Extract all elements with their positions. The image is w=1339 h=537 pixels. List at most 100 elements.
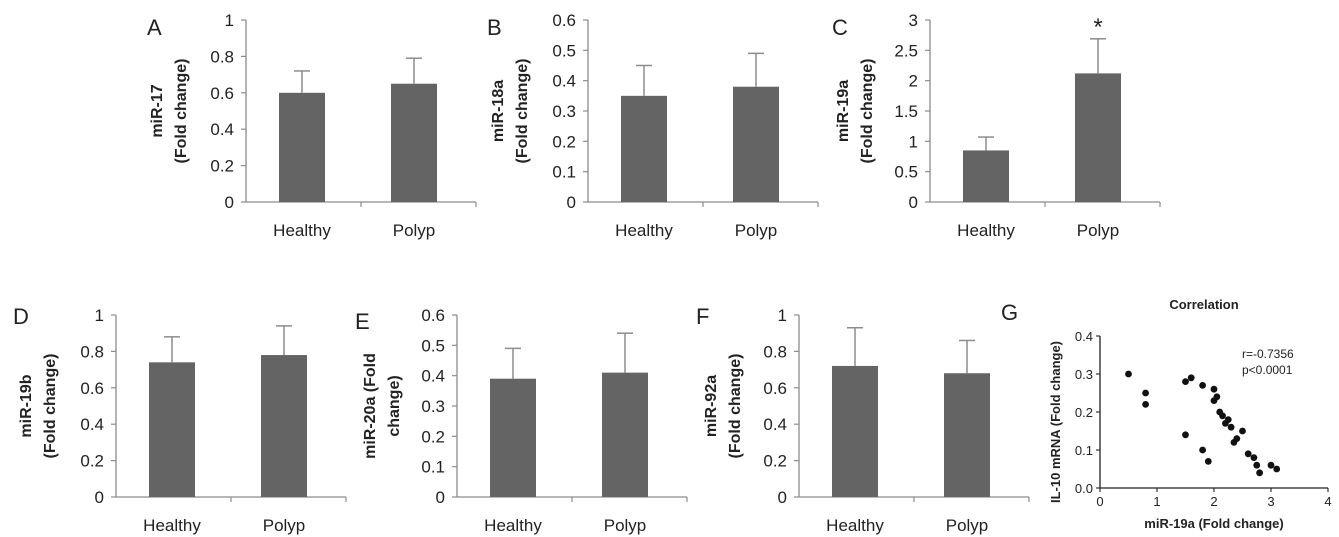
- scatter-point: [1213, 393, 1221, 401]
- scatter-point: [1199, 446, 1206, 454]
- chart-title: Correlation: [1169, 297, 1238, 312]
- y-tick-label: 0.2: [1075, 405, 1093, 420]
- y-tick-label: 0: [909, 193, 918, 212]
- bar-healthy: [490, 378, 536, 497]
- x-tick-label: 2: [1210, 494, 1217, 509]
- panel-letter: B: [487, 15, 502, 40]
- y-axis-label-line: (Fold change): [859, 59, 876, 164]
- y-tick-label: 0.2: [210, 157, 234, 176]
- x-category-label: Polyp: [946, 516, 989, 535]
- y-tick-label: 0.3: [421, 397, 445, 416]
- y-tick-label: 0.6: [210, 84, 234, 103]
- y-tick-label: 0.1: [421, 458, 445, 477]
- x-category-label: Healthy: [273, 221, 331, 240]
- y-tick-label: 0.2: [552, 132, 576, 151]
- y-tick-label: 0.6: [80, 379, 104, 398]
- y-tick-label: 0.1: [1075, 443, 1093, 458]
- y-tick-label: 1.5: [894, 102, 918, 121]
- y-tick-label: 0.2: [763, 452, 787, 471]
- y-tick-label: 0.8: [80, 342, 104, 361]
- bar-polyp: [602, 372, 648, 497]
- y-tick-label: 1: [778, 306, 787, 325]
- x-category-label: Polyp: [263, 516, 306, 535]
- x-category-label: Healthy: [826, 516, 884, 535]
- panel-letter: D: [13, 304, 29, 329]
- panel-letter: C: [832, 15, 848, 40]
- significance-marker: *: [1093, 14, 1102, 41]
- x-axis-label: miR-19a (Fold change): [1144, 516, 1283, 531]
- scatter-point: [1219, 412, 1226, 420]
- x-tick-label: 3: [1267, 494, 1274, 509]
- y-tick-label: 0.0: [1075, 481, 1093, 496]
- y-tick-label: 0.4: [421, 367, 445, 386]
- y-axis-label-line: miR-20a (Fold: [362, 353, 379, 459]
- y-tick-label: 0: [436, 488, 445, 507]
- y-tick-label: 1: [909, 132, 918, 151]
- x-category-label: Polyp: [1077, 221, 1120, 240]
- y-axis-label: miR-19a (Fold change): [835, 59, 876, 164]
- scatter-point: [1239, 427, 1246, 435]
- y-axis-label: miR-17 (Fold change): [149, 59, 190, 164]
- x-tick-label: 1: [1153, 494, 1160, 509]
- scatter-point: [1142, 389, 1149, 397]
- bar-polyp: [391, 83, 437, 202]
- y-tick-label: 0.2: [80, 452, 104, 471]
- scatter-point: [1142, 401, 1149, 408]
- panel-letter: F: [696, 304, 709, 329]
- x-category-label: Healthy: [615, 221, 673, 240]
- y-axis-label-line: miR-92a: [703, 375, 720, 437]
- bar-polyp: [1075, 73, 1121, 203]
- bar-polyp: [733, 86, 779, 202]
- y-tick-label: 0: [567, 193, 576, 212]
- scatter-point: [1273, 465, 1281, 473]
- y-tick-label: 0.6: [421, 306, 445, 325]
- bar-healthy: [149, 362, 195, 497]
- y-tick-label: 0.4: [552, 72, 576, 91]
- scatter-point: [1250, 454, 1258, 461]
- y-tick-label: 0.4: [210, 120, 234, 139]
- y-tick-label: 1: [225, 11, 234, 30]
- y-tick-label: 0.4: [80, 415, 104, 434]
- x-category-label: Polyp: [735, 221, 778, 240]
- scatter-point: [1256, 469, 1263, 477]
- stats-annotation: r=-0.7356: [1242, 347, 1294, 361]
- bar-healthy: [832, 365, 878, 497]
- scatter-point: [1253, 461, 1261, 469]
- panel-g: G Correlation 0.0 0.1 0.2 0.3 0.4 0 1 2 3 4 miR-19a …: [1001, 297, 1332, 531]
- scatter-point: [1224, 416, 1232, 423]
- stats-annotation: p<0.0001: [1242, 363, 1293, 377]
- scatter-point: [1227, 423, 1235, 431]
- x-category-label: Healthy: [484, 516, 542, 535]
- y-tick-label: 0.5: [894, 163, 918, 182]
- x-tick-label: 4: [1324, 494, 1331, 509]
- y-tick-label: 0.5: [421, 336, 445, 355]
- y-tick-label: 0.1: [552, 163, 576, 182]
- y-axis-label-line: (Fold change): [727, 354, 744, 459]
- scatter-point: [1187, 374, 1195, 382]
- y-axis-label: IL-10 mRNA (Fold change): [1048, 341, 1063, 503]
- y-tick-label: 0.3: [1075, 367, 1093, 382]
- bar-polyp: [944, 373, 990, 497]
- x-category-label: Polyp: [604, 516, 647, 535]
- y-tick-label: 1: [95, 306, 104, 325]
- y-axis-label: miR-92a (Fold change): [703, 354, 744, 459]
- scatter-point: [1182, 431, 1189, 439]
- y-axis-label: miR-18a (Fold change): [490, 59, 531, 164]
- y-tick-label: 0.8: [763, 342, 787, 361]
- y-axis-label: miR-20a (Fold change): [362, 353, 403, 459]
- y-axis-label-line: miR-19b: [18, 374, 35, 437]
- x-category-label: Polyp: [393, 221, 436, 240]
- y-tick-label: 0: [225, 193, 234, 212]
- panel-letter: E: [355, 309, 370, 334]
- y-axis-label-line: change): [386, 375, 403, 436]
- scatter-point: [1125, 370, 1132, 378]
- y-tick-label: 0: [95, 488, 104, 507]
- y-axis-label-line: (Fold change): [173, 59, 190, 164]
